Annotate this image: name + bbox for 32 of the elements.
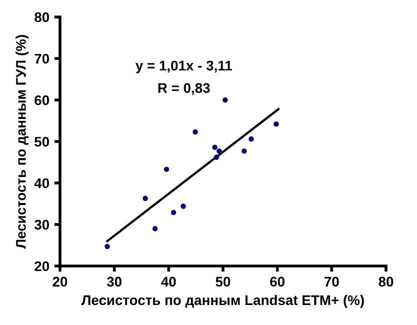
point (104, 244, 110, 250)
x-tick-label: 60 (270, 276, 284, 287)
x-tick-label: 30 (106, 276, 122, 287)
y-tick-label: 20 (34, 261, 50, 272)
point (170, 210, 176, 216)
point (142, 196, 148, 201)
x-tick-label: 70 (324, 276, 339, 287)
point (274, 121, 279, 127)
y-tick-label: 80 (34, 12, 50, 22)
y-tick-label: 30 (34, 220, 50, 230)
point (180, 204, 186, 209)
point (214, 154, 220, 160)
x-tick-label: 80 (378, 276, 394, 287)
x-tick-label: 20 (52, 276, 68, 287)
y-axis-title: Лесистость по данным ГУЛ (%) (16, 35, 29, 249)
point (248, 136, 254, 142)
y-tick-label: 50 (34, 136, 50, 147)
annotation: R = 0,83 (158, 83, 210, 95)
y-tick-label: 60 (34, 95, 50, 106)
point (212, 144, 218, 150)
point (242, 148, 247, 154)
x-axis-title: Лесистость по данным Landsat ETM+ (%) (81, 294, 364, 308)
point (164, 166, 170, 172)
annotation: y = 1,01x - 3,11 (136, 60, 232, 74)
x-tick-label: 50 (216, 276, 230, 287)
point (222, 97, 228, 103)
y-tick-label: 70 (34, 54, 50, 64)
x-tick-label: 40 (161, 276, 176, 287)
y-tick-label: 40 (34, 178, 50, 188)
point (152, 226, 158, 232)
point (216, 148, 222, 154)
point (192, 129, 198, 135)
